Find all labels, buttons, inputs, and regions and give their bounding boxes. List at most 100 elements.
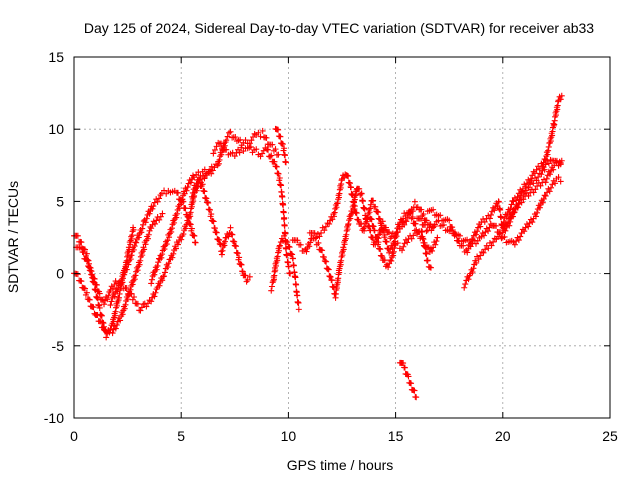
data-point [400, 243, 407, 250]
data-point [539, 199, 546, 206]
data-point [206, 206, 213, 213]
data-point [231, 238, 238, 245]
data-point [148, 280, 155, 287]
data-point [83, 289, 90, 296]
data-point [91, 275, 98, 282]
data-point [86, 260, 93, 267]
data-point [363, 218, 370, 225]
data-point [419, 228, 426, 235]
data-point [187, 221, 194, 228]
data-point [387, 257, 394, 264]
data-point [351, 203, 358, 210]
data-point [292, 274, 299, 281]
data-point [158, 254, 165, 261]
data-point [103, 334, 110, 341]
data-point [268, 152, 275, 159]
data-point [236, 254, 243, 261]
grid [74, 57, 610, 418]
data-point [555, 174, 562, 181]
data-point [164, 264, 171, 271]
data-point [546, 171, 553, 178]
data-point [138, 229, 145, 236]
data-point [376, 216, 383, 223]
data-point [229, 231, 236, 238]
data-point [161, 269, 168, 276]
data-point [107, 287, 114, 294]
data-point [527, 175, 534, 182]
data-point [99, 324, 106, 331]
data-point [105, 292, 112, 299]
data-point [423, 228, 430, 235]
data-point [268, 283, 275, 290]
data-point [104, 296, 111, 303]
data-point [399, 247, 406, 254]
data-point [482, 246, 489, 253]
data-point [111, 293, 118, 300]
data-point [153, 217, 160, 224]
data-point [169, 254, 176, 261]
data-point [517, 233, 524, 240]
data-point [247, 143, 254, 150]
data-point [192, 239, 199, 246]
data-point [101, 301, 108, 308]
data-point [532, 186, 539, 193]
data-point [557, 161, 564, 168]
data-point [155, 259, 162, 266]
data-point [223, 137, 230, 144]
data-point [481, 218, 488, 225]
data-point [321, 227, 328, 234]
data-point [217, 153, 224, 160]
data-point [530, 180, 537, 187]
data-point [185, 214, 192, 221]
data-point [136, 261, 143, 268]
data-point [474, 228, 481, 235]
series-sat-l [366, 215, 434, 271]
data-point [131, 276, 138, 283]
data-point [101, 323, 108, 330]
data-point [408, 235, 415, 242]
data-point [434, 234, 441, 241]
data-point [183, 187, 190, 194]
data-point [211, 164, 218, 171]
data-point [174, 189, 181, 196]
data-point [156, 282, 163, 289]
data-point [239, 268, 246, 275]
data-point [181, 190, 188, 197]
data-point [366, 209, 373, 216]
data-point [187, 179, 194, 186]
data-point [410, 232, 417, 239]
data-point [107, 302, 114, 309]
x-tick-label: 15 [388, 428, 404, 444]
data-point [223, 146, 230, 153]
data-point [356, 185, 363, 192]
series-sat-h [272, 125, 289, 166]
data-point [499, 222, 506, 229]
data-point [518, 194, 525, 201]
data-point [216, 240, 223, 247]
data-point [141, 246, 148, 253]
data-point [286, 244, 293, 251]
data-point [164, 237, 171, 244]
data-point [213, 229, 220, 236]
data-point [284, 252, 291, 259]
data-point [117, 317, 124, 324]
data-point [558, 92, 565, 99]
data-point [124, 296, 131, 303]
data-point [205, 199, 212, 206]
data-point [420, 211, 427, 218]
data-point [151, 271, 158, 278]
data-point [506, 222, 513, 229]
data-point [281, 222, 288, 229]
data-point [128, 290, 135, 297]
data-point [188, 193, 195, 200]
data-point [201, 188, 208, 195]
data-point [148, 298, 155, 305]
series-sat-m [396, 359, 420, 401]
data-point [189, 189, 196, 196]
data-point [456, 232, 463, 239]
data-point [370, 223, 377, 230]
data-point [135, 234, 142, 241]
data-point [282, 152, 289, 159]
data-point [499, 229, 506, 236]
data-point [318, 229, 325, 236]
